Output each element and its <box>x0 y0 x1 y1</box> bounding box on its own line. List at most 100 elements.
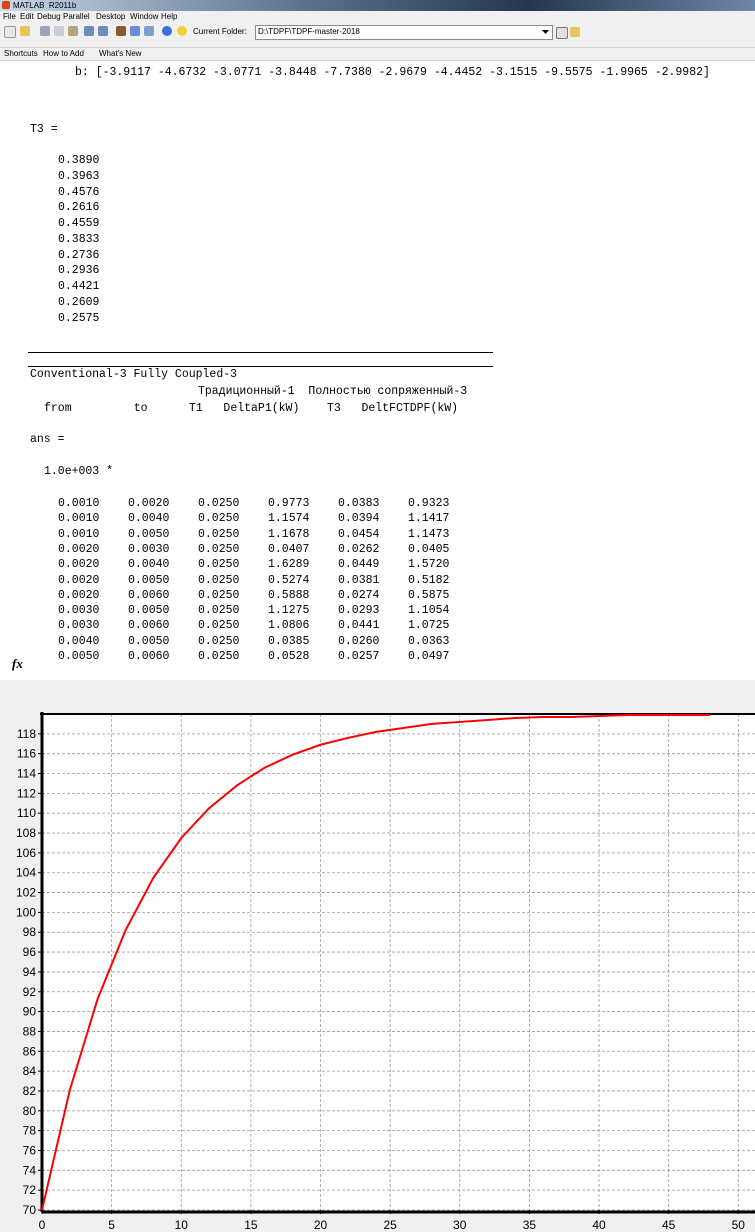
profiler-icon[interactable] <box>144 26 154 36</box>
tip-icon[interactable] <box>177 26 187 36</box>
table-cell: 0.0020 <box>58 574 99 588</box>
y-tick-label: 78 <box>23 1124 37 1138</box>
separator-line <box>28 352 493 353</box>
paste-icon[interactable] <box>68 26 78 36</box>
table-cell: 0.0528 <box>268 650 309 664</box>
x-tick-label: 20 <box>314 1218 328 1232</box>
table-cell: 0.0050 <box>128 528 169 542</box>
undo-icon[interactable] <box>84 26 94 36</box>
console-value: 0.2736 <box>58 249 99 263</box>
table-cell: 0.0060 <box>128 619 169 633</box>
y-tick-label: 98 <box>23 925 37 939</box>
toolbar: Current Folder: D:\TDPF\TDPF-master-2018 <box>0 22 755 48</box>
x-tick-label: 45 <box>662 1218 676 1232</box>
new-icon[interactable] <box>4 26 16 38</box>
table-cell: 0.0381 <box>338 574 379 588</box>
table-cell: 1.1574 <box>268 512 309 526</box>
y-tick-label: 80 <box>23 1104 37 1118</box>
section-title: Conventional-3 Fully Coupled-3 <box>30 368 237 382</box>
table-cell: 0.0274 <box>338 589 379 603</box>
table-cell: 0.0010 <box>58 512 99 526</box>
open-icon[interactable] <box>20 26 30 36</box>
menu-item[interactable]: Parallel <box>63 12 90 22</box>
shortcut[interactable]: What's New <box>99 49 141 59</box>
table-cell: 0.0497 <box>408 650 449 664</box>
table-cell: 0.0250 <box>198 589 239 603</box>
table-cell: 0.0407 <box>268 543 309 557</box>
x-tick-label: 30 <box>453 1218 467 1232</box>
x-tick-label: 0 <box>39 1218 46 1232</box>
console-value: 0.4559 <box>58 217 99 231</box>
table-cell: 0.0250 <box>198 650 239 664</box>
x-tick-label: 40 <box>592 1218 606 1232</box>
y-tick-label: 86 <box>23 1044 37 1058</box>
y-tick-label: 90 <box>23 1005 37 1019</box>
table-cell: 0.0020 <box>58 558 99 572</box>
dropdown-arrow <box>542 30 549 35</box>
copy-icon[interactable] <box>54 26 64 36</box>
console-value: 0.3963 <box>58 170 99 184</box>
table-cell: 0.0040 <box>128 558 169 572</box>
y-tick-label: 118 <box>17 727 36 741</box>
y-tick-label: 102 <box>16 886 36 900</box>
redo-icon[interactable] <box>98 26 108 36</box>
up-folder-button[interactable] <box>570 27 580 37</box>
y-tick-label: 82 <box>23 1084 37 1098</box>
variable-label: T3 = <box>30 123 58 137</box>
table-cell: 1.0806 <box>268 619 309 633</box>
x-tick-label: 15 <box>244 1218 258 1232</box>
table-cell: 0.0250 <box>198 512 239 526</box>
menu-item[interactable]: Desktop <box>96 12 125 22</box>
menu-item[interactable]: Edit <box>20 12 34 22</box>
body: { "window": { "title": "MATLAB R2011b", … <box>0 0 755 1232</box>
console-value: 0.2936 <box>58 264 99 278</box>
table-cell: 0.0010 <box>58 497 99 511</box>
menu-item[interactable]: Debug <box>37 12 61 22</box>
table-cell: 0.0454 <box>338 528 379 542</box>
table-cell: 0.0405 <box>408 543 449 557</box>
browse-button[interactable] <box>556 27 568 39</box>
y-tick-label: 100 <box>16 905 36 919</box>
console-value: 0.2616 <box>58 201 99 215</box>
menu-item[interactable]: Help <box>161 12 177 22</box>
help-icon[interactable] <box>162 26 172 36</box>
current-folder-box[interactable]: D:\TDPF\TDPF-master-2018 <box>255 25 553 40</box>
menu-item[interactable]: Window <box>130 12 158 22</box>
table-cell: 1.1678 <box>268 528 309 542</box>
plot-area <box>42 714 755 1210</box>
arrow-shape <box>542 30 549 34</box>
simulink-icon[interactable] <box>116 26 126 36</box>
y-tick-label: 94 <box>23 965 37 979</box>
variable-label: ans = <box>30 433 65 447</box>
menu-item[interactable]: File <box>3 12 16 22</box>
console-value: 0.3890 <box>58 154 99 168</box>
table-cell: 1.5720 <box>408 558 449 572</box>
table-cell: 0.0260 <box>338 635 379 649</box>
y-tick-label: 74 <box>23 1163 37 1177</box>
x-tick-label: 10 <box>175 1218 189 1232</box>
y-tick-label: 84 <box>23 1064 37 1078</box>
cut-icon[interactable] <box>40 26 50 36</box>
table-cell: 0.0010 <box>58 528 99 542</box>
shortcut[interactable]: How to Add <box>43 49 84 59</box>
table-cell: 0.0250 <box>198 497 239 511</box>
console-value: 0.4421 <box>58 280 99 294</box>
table-cell: 0.0363 <box>408 635 449 649</box>
table-cell: 0.0262 <box>338 543 379 557</box>
table-cell: 0.0250 <box>198 635 239 649</box>
separator-line <box>28 366 493 367</box>
current-folder-label: Current Folder: <box>193 27 247 37</box>
russian-header: Традиционный-1 Полностью сопряженный-3 <box>198 385 467 399</box>
y-tick-label: 70 <box>23 1203 37 1217</box>
x-tick-label: 25 <box>383 1218 397 1232</box>
table-cell: 0.0050 <box>128 574 169 588</box>
table-cell: 0.5182 <box>408 574 449 588</box>
console-line: b: [-3.9117 -4.6732 -3.0771 -3.8448 -7.7… <box>75 66 710 80</box>
table-cell: 1.1275 <box>268 604 309 618</box>
x-tick-label: 35 <box>523 1218 537 1232</box>
app-icon <box>2 1 10 9</box>
table-cell: 0.0040 <box>128 512 169 526</box>
guide-icon[interactable] <box>130 26 140 36</box>
